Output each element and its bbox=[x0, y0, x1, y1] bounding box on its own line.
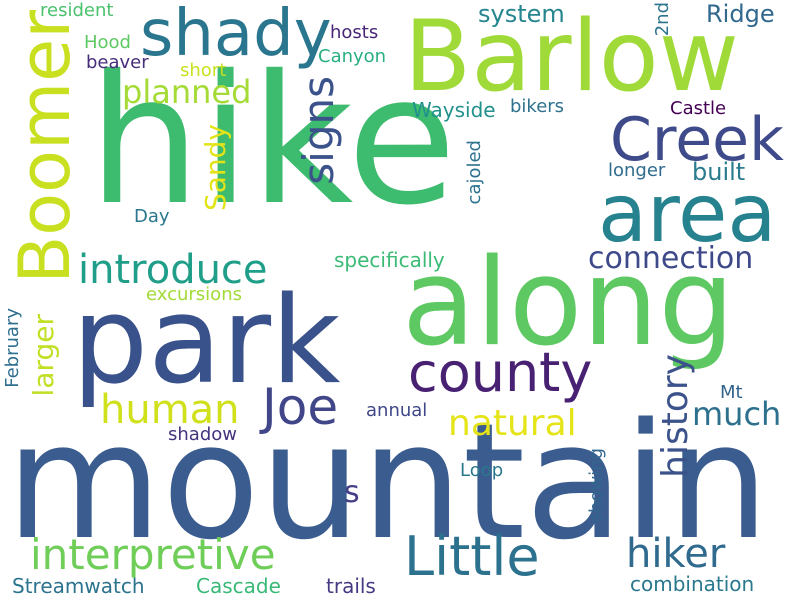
word-system: system bbox=[478, 0, 565, 28]
word-mt: Mt bbox=[720, 382, 743, 403]
word-excursions: excursions bbox=[146, 284, 242, 305]
word-creek: Creek bbox=[610, 105, 784, 175]
word-little: Little bbox=[404, 525, 540, 588]
word-interpretive: interpretive bbox=[30, 530, 276, 579]
word-joe: Joe bbox=[262, 378, 339, 436]
word-mountain: mountain bbox=[6, 388, 770, 575]
word-wayside: Wayside bbox=[412, 98, 496, 122]
word-connection: connection bbox=[588, 241, 754, 276]
word-bikers: bikers bbox=[510, 96, 565, 117]
word-planned: planned bbox=[122, 73, 252, 111]
word-february: February bbox=[2, 308, 23, 388]
word-shady: shady bbox=[140, 0, 332, 71]
word-history: history bbox=[655, 354, 696, 478]
word-cascade: Cascade bbox=[196, 574, 281, 598]
word-area: area bbox=[598, 167, 777, 260]
word-2nd: 2nd bbox=[652, 2, 673, 37]
word-sandy: Sandy bbox=[199, 124, 232, 212]
word-showing: showing bbox=[586, 448, 607, 523]
word-hiker: hiker bbox=[626, 531, 726, 577]
word-hike: hike bbox=[88, 37, 457, 244]
word-specifically: specifically bbox=[334, 248, 445, 272]
word-resident: resident bbox=[40, 0, 114, 21]
word-human: human bbox=[100, 387, 240, 433]
word-day: Day bbox=[134, 206, 170, 227]
word-park: park bbox=[72, 272, 341, 411]
word-short: short bbox=[180, 60, 227, 81]
word-cajoled: cajoled bbox=[464, 140, 485, 205]
word-barlow: Barlow bbox=[404, 0, 739, 114]
word-hosts: hosts bbox=[330, 22, 379, 43]
word-signs: signs bbox=[294, 76, 343, 185]
word-longer: longer bbox=[608, 160, 666, 181]
word-beaver: beaver bbox=[86, 52, 149, 73]
word-ridge: Ridge bbox=[706, 0, 775, 28]
word-castle: Castle bbox=[670, 98, 727, 119]
word-along: along bbox=[402, 234, 735, 373]
word-boomer: Boomer bbox=[4, 10, 86, 284]
word-trails: trails bbox=[326, 574, 376, 598]
word-hood: Hood bbox=[84, 32, 131, 53]
word-combination: combination bbox=[630, 572, 755, 596]
word-much: much bbox=[692, 395, 782, 433]
word-larger: larger bbox=[27, 314, 60, 397]
word-loop: Loop bbox=[460, 460, 504, 481]
word-introduce: introduce bbox=[78, 247, 268, 293]
word-shadow: shadow bbox=[168, 424, 237, 445]
word-built: built bbox=[692, 158, 746, 186]
word-streamwatch: Streamwatch bbox=[12, 574, 145, 598]
word-natural: natural bbox=[448, 403, 577, 444]
word-s: s bbox=[344, 475, 360, 510]
word-canyon: Canyon bbox=[318, 46, 387, 67]
word-annual: annual bbox=[366, 400, 428, 421]
word-county: county bbox=[408, 341, 593, 404]
